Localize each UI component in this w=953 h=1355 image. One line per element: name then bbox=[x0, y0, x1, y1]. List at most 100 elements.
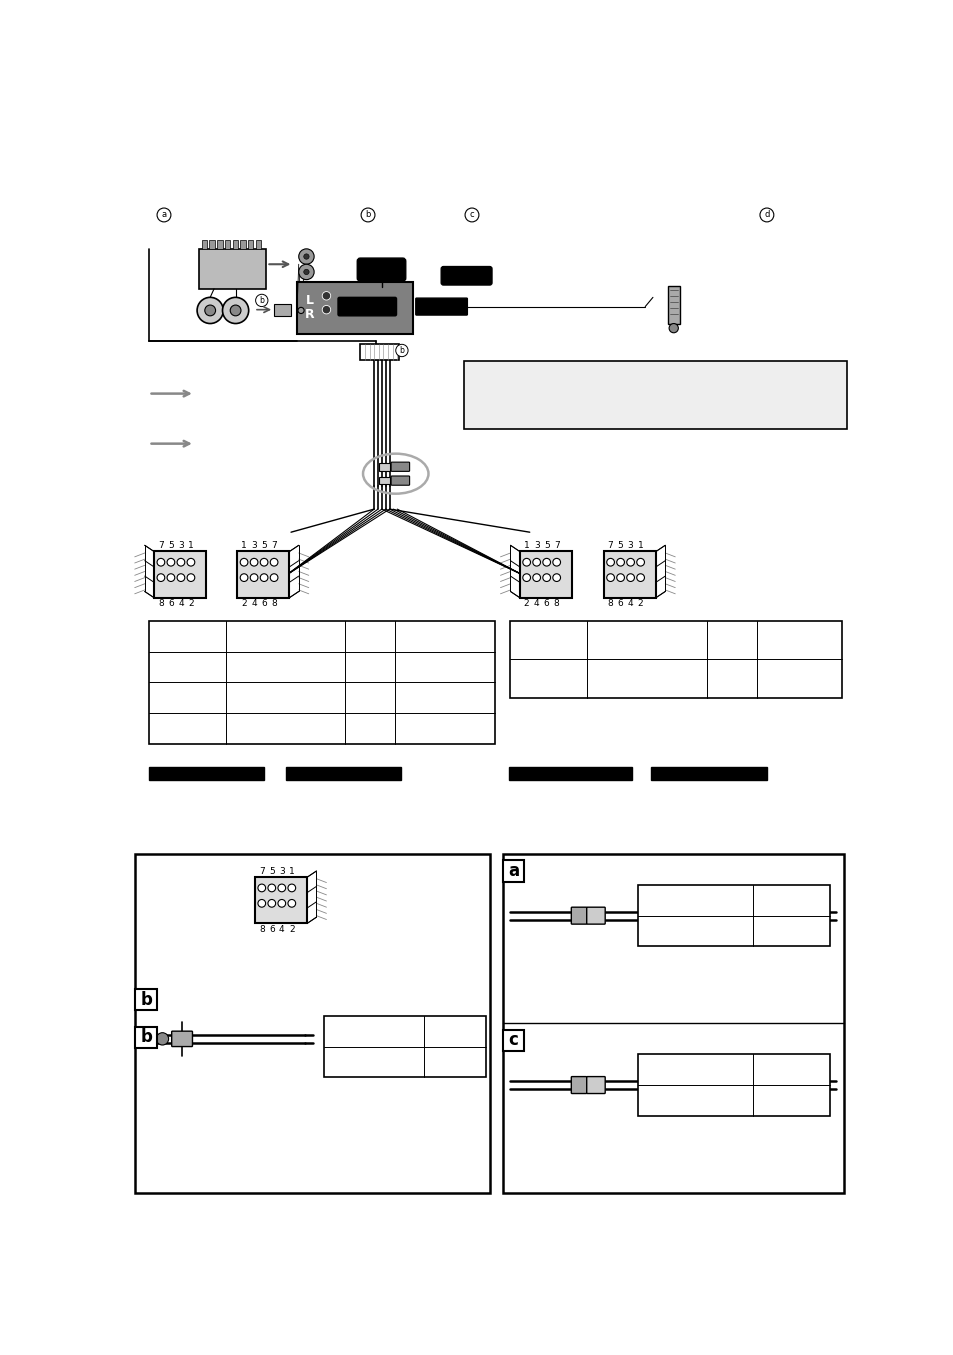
Circle shape bbox=[298, 264, 314, 279]
Text: 6: 6 bbox=[543, 599, 549, 608]
Bar bbox=[324, 1016, 485, 1077]
Bar bbox=[135, 989, 157, 1011]
Text: 5: 5 bbox=[168, 541, 173, 550]
Circle shape bbox=[297, 308, 304, 313]
Text: 8: 8 bbox=[554, 599, 559, 608]
Bar bbox=[508, 767, 632, 780]
Bar bbox=[210, 240, 214, 249]
Text: 8: 8 bbox=[258, 925, 264, 934]
Circle shape bbox=[606, 558, 614, 566]
FancyBboxPatch shape bbox=[416, 298, 467, 316]
Circle shape bbox=[270, 573, 277, 581]
Text: 2: 2 bbox=[638, 599, 642, 608]
Circle shape bbox=[157, 573, 165, 581]
Circle shape bbox=[616, 558, 624, 566]
Text: 8: 8 bbox=[158, 599, 164, 608]
Circle shape bbox=[322, 291, 331, 299]
Circle shape bbox=[250, 558, 257, 566]
Circle shape bbox=[167, 573, 174, 581]
Circle shape bbox=[260, 573, 268, 581]
Circle shape bbox=[167, 558, 174, 566]
Bar bbox=[274, 304, 291, 316]
Circle shape bbox=[668, 324, 678, 333]
Circle shape bbox=[464, 209, 478, 222]
Text: 2: 2 bbox=[241, 599, 247, 608]
Bar bbox=[201, 240, 207, 249]
Text: 5: 5 bbox=[261, 541, 267, 550]
Text: 1: 1 bbox=[188, 541, 193, 550]
FancyBboxPatch shape bbox=[172, 1031, 193, 1046]
Bar bbox=[149, 621, 162, 744]
Circle shape bbox=[257, 900, 265, 908]
Circle shape bbox=[626, 558, 634, 566]
Bar bbox=[225, 240, 230, 249]
FancyBboxPatch shape bbox=[571, 908, 586, 924]
Circle shape bbox=[157, 209, 171, 222]
Text: b: b bbox=[259, 295, 264, 305]
Circle shape bbox=[157, 558, 165, 566]
Text: 5: 5 bbox=[543, 541, 549, 550]
FancyBboxPatch shape bbox=[391, 476, 409, 485]
Bar bbox=[324, 1016, 337, 1077]
Text: 3: 3 bbox=[251, 541, 256, 550]
Text: 1: 1 bbox=[523, 541, 529, 550]
Text: 3: 3 bbox=[627, 541, 633, 550]
Circle shape bbox=[298, 249, 314, 264]
Circle shape bbox=[257, 883, 265, 892]
Circle shape bbox=[240, 558, 248, 566]
Text: 4: 4 bbox=[627, 599, 633, 608]
Bar bbox=[135, 1027, 157, 1049]
Bar bbox=[360, 344, 398, 360]
Circle shape bbox=[205, 305, 215, 316]
Text: 2: 2 bbox=[523, 599, 529, 608]
Text: 2: 2 bbox=[289, 925, 294, 934]
Bar bbox=[240, 240, 245, 249]
Bar bbox=[603, 551, 656, 598]
Circle shape bbox=[277, 900, 285, 908]
Circle shape bbox=[250, 573, 257, 581]
FancyBboxPatch shape bbox=[356, 257, 405, 282]
Bar bbox=[637, 885, 829, 946]
Bar bbox=[587, 621, 600, 698]
Bar bbox=[225, 621, 239, 744]
Text: 4: 4 bbox=[534, 599, 538, 608]
Bar bbox=[668, 286, 679, 324]
Bar bbox=[345, 621, 358, 744]
Bar bbox=[149, 621, 495, 744]
Bar bbox=[297, 282, 413, 335]
Circle shape bbox=[542, 573, 550, 581]
Text: L: L bbox=[305, 294, 314, 308]
Text: 6: 6 bbox=[269, 925, 274, 934]
Bar bbox=[502, 1030, 524, 1051]
Text: 3: 3 bbox=[178, 541, 184, 550]
Bar bbox=[378, 477, 389, 485]
FancyBboxPatch shape bbox=[337, 297, 396, 316]
Circle shape bbox=[522, 558, 530, 566]
Text: 6: 6 bbox=[168, 599, 173, 608]
Text: a: a bbox=[161, 210, 167, 220]
Circle shape bbox=[522, 573, 530, 581]
Circle shape bbox=[187, 573, 194, 581]
Bar bbox=[285, 767, 400, 780]
Bar bbox=[637, 1054, 829, 1117]
Bar bbox=[519, 551, 572, 598]
Circle shape bbox=[260, 558, 268, 566]
Circle shape bbox=[177, 573, 185, 581]
FancyBboxPatch shape bbox=[440, 267, 492, 285]
Bar bbox=[378, 463, 389, 470]
Bar bbox=[510, 621, 524, 698]
Circle shape bbox=[187, 558, 194, 566]
Bar bbox=[637, 1054, 651, 1117]
Bar bbox=[502, 860, 524, 882]
Text: 6: 6 bbox=[618, 599, 623, 608]
FancyBboxPatch shape bbox=[571, 1077, 586, 1093]
Bar bbox=[153, 551, 206, 598]
Circle shape bbox=[270, 558, 277, 566]
Circle shape bbox=[230, 305, 241, 316]
Bar bbox=[510, 621, 841, 698]
Circle shape bbox=[606, 573, 614, 581]
Bar bbox=[502, 854, 843, 1192]
Circle shape bbox=[626, 573, 634, 581]
Circle shape bbox=[322, 305, 331, 314]
Bar bbox=[706, 621, 720, 698]
